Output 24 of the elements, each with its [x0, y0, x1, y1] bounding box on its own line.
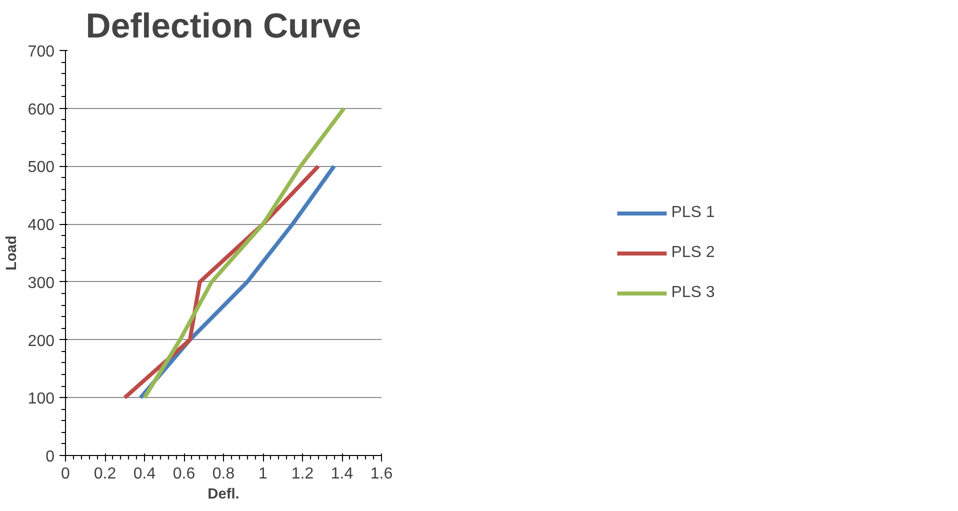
x-tick-label: 0.2: [94, 466, 116, 482]
y-tick-label: 300: [28, 274, 55, 292]
x-tick-label: 0: [61, 466, 70, 482]
x-tick-label: 1.2: [291, 466, 314, 482]
x-tick-label: 0.4: [133, 466, 156, 482]
y-tick-label: 500: [28, 159, 55, 176]
y-tick-label: 600: [28, 101, 55, 118]
legend-label: PLS 3: [671, 284, 715, 302]
x-tick-label: 1.4: [330, 466, 354, 482]
y-tick-label: 0: [46, 448, 55, 466]
x-tick-label: 0.8: [212, 466, 235, 482]
legend-label: PLS 1: [671, 204, 715, 222]
x-tick-label: 1.6: [370, 466, 393, 482]
line-series: [142, 106, 346, 400]
legend-label: PLS 2: [671, 244, 715, 262]
x-axis-title: Defl.: [208, 486, 240, 502]
x-tick-label: 0.6: [172, 466, 196, 482]
y-tick-label: 100: [28, 390, 55, 408]
y-tick-label: 700: [28, 44, 55, 60]
y-tick-label: 200: [28, 332, 55, 350]
chart-title: Deflection Curve: [86, 8, 362, 46]
y-tick-label: 400: [28, 217, 55, 234]
y-axis-title: Load: [4, 235, 20, 271]
x-tick-label: 1: [258, 466, 268, 482]
